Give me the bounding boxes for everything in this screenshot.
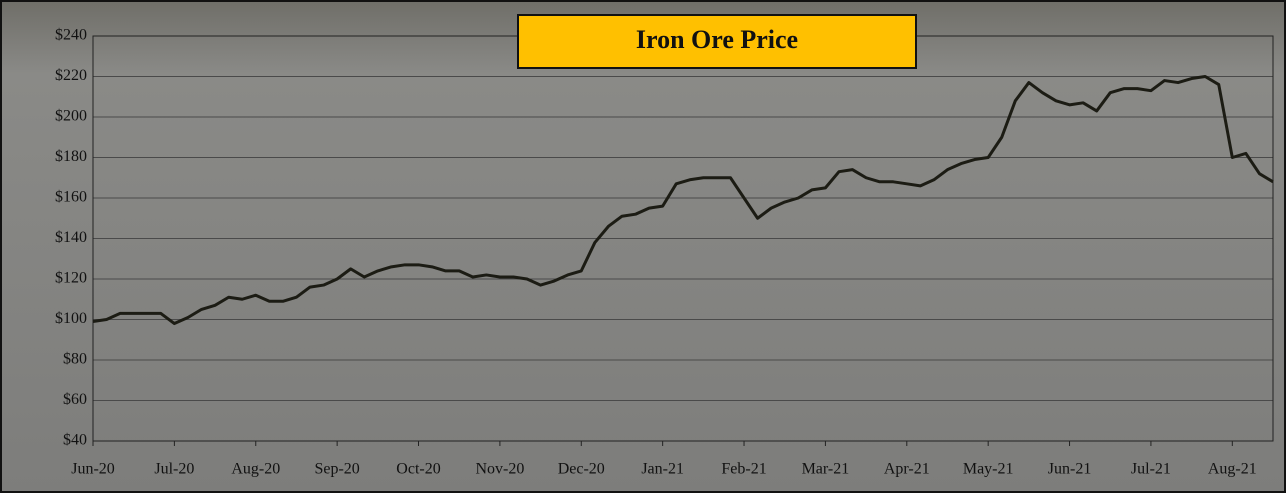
y-tick-label: $200 bbox=[55, 108, 87, 125]
y-tick-label: $220 bbox=[55, 67, 87, 84]
y-tick-label: $120 bbox=[55, 270, 87, 287]
x-tick-label: Feb-21 bbox=[721, 461, 766, 478]
x-tick-label: Jul-20 bbox=[154, 461, 194, 478]
y-tick-label: $80 bbox=[63, 351, 87, 368]
y-tick-label: $40 bbox=[63, 432, 87, 449]
x-tick-label: Mar-21 bbox=[802, 461, 850, 478]
x-tick-label: May-21 bbox=[963, 461, 1014, 478]
x-tick-label: Nov-20 bbox=[475, 461, 524, 478]
title-box bbox=[517, 14, 917, 69]
chart-title: Iron Ore Price bbox=[636, 25, 798, 54]
y-tick-label: $60 bbox=[63, 391, 87, 408]
x-tick-label: Jan-21 bbox=[641, 461, 684, 478]
y-tick-label: $240 bbox=[55, 27, 87, 44]
price-line bbox=[92, 75, 1274, 326]
x-tick-label: Apr-21 bbox=[884, 461, 930, 478]
y-tick-label: $140 bbox=[55, 229, 87, 246]
x-tick-label: Oct-20 bbox=[396, 461, 440, 478]
x-tick-label: Sep-20 bbox=[314, 461, 359, 478]
x-tick-label: Jul-21 bbox=[1131, 461, 1171, 478]
x-tick-label: Jun-21 bbox=[1048, 461, 1092, 478]
x-tick-label: Jun-20 bbox=[71, 461, 115, 478]
x-tick-label: Aug-21 bbox=[1208, 461, 1257, 478]
y-tick-label: $180 bbox=[55, 148, 87, 165]
plot-area: $40 $60 $80 $100 $120 $140 $160 $180 $200 $220 $24… bbox=[55, 27, 1274, 478]
y-tick-label: $160 bbox=[55, 189, 87, 206]
x-tick-label: Dec-20 bbox=[558, 461, 605, 478]
y-tick-label: $100 bbox=[55, 310, 87, 327]
x-tick-label: Aug-20 bbox=[231, 461, 280, 478]
